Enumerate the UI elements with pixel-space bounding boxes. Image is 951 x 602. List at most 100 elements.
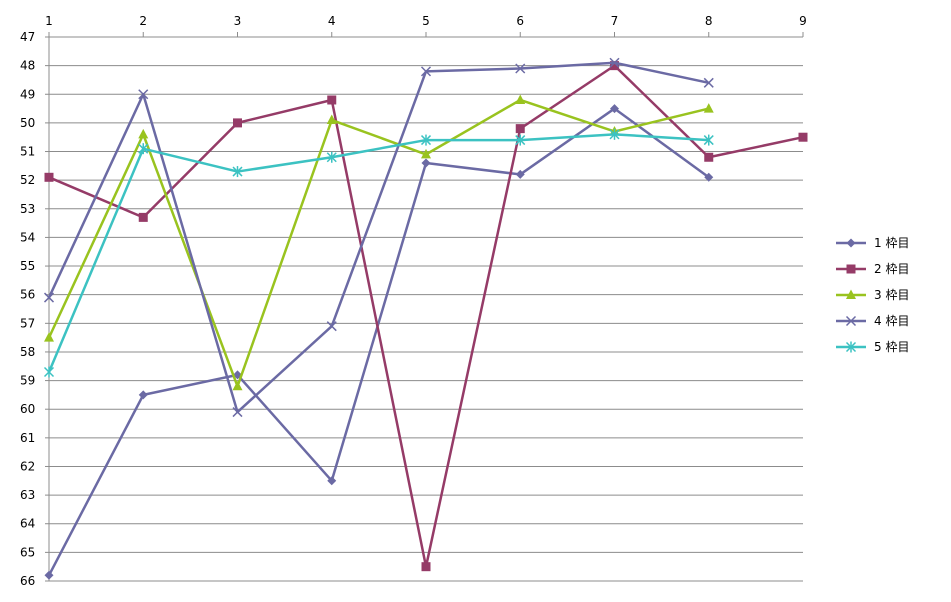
legend-marker — [846, 289, 856, 299]
legend-marker — [845, 315, 857, 327]
data-point — [44, 570, 54, 580]
data-point — [798, 132, 808, 142]
y-tick-label: 60 — [20, 402, 35, 416]
data-point — [326, 321, 337, 332]
data-point — [704, 172, 714, 182]
data-point — [703, 134, 714, 146]
data-point — [326, 151, 337, 163]
series-1 — [44, 104, 714, 580]
y-tick-label: 59 — [20, 374, 35, 388]
data-point — [515, 63, 526, 74]
marker-stroke — [232, 407, 243, 418]
legend-marker — [846, 264, 856, 274]
y-tick-label: 47 — [20, 30, 35, 44]
data-point — [232, 166, 243, 178]
data-point — [421, 148, 431, 159]
series-5 — [43, 128, 714, 378]
x-tick-label: 6 — [516, 14, 524, 28]
data-point — [609, 128, 620, 140]
data-point — [138, 212, 148, 222]
data-point — [138, 390, 148, 400]
x-tick-label: 1 — [45, 14, 53, 28]
marker-stroke — [326, 321, 337, 332]
data-point — [703, 77, 714, 88]
y-tick-label: 48 — [20, 59, 35, 73]
data-point — [420, 66, 432, 77]
y-tick-label: 62 — [20, 459, 35, 473]
series-line — [47, 133, 710, 374]
x-tick-label: 2 — [139, 14, 147, 28]
y-tick-label: 55 — [20, 259, 35, 273]
series-4 — [43, 57, 714, 418]
data-point — [609, 57, 620, 68]
legend-item-2: 2 枠目 — [836, 262, 909, 276]
data-point — [326, 114, 337, 125]
marker-stroke — [43, 292, 55, 303]
legend: 1 枠目 2 枠目 3 枠目 4 枠目 5 枠目 — [836, 236, 909, 354]
series-layer — [43, 57, 808, 580]
x-tick-label: 7 — [611, 14, 619, 28]
y-tick-label: 53 — [20, 202, 35, 216]
y-tick-label: 61 — [20, 431, 35, 445]
legend-item-4: 4 枠目 — [836, 314, 909, 328]
axis-layer: 4748495051525354555657585960616263646566… — [20, 14, 807, 588]
y-tick-label: 49 — [20, 87, 35, 101]
legend-label: 2 枠目 — [874, 262, 909, 276]
x-tick-label: 5 — [422, 14, 430, 28]
y-tick-label: 52 — [20, 173, 35, 187]
legend-label: 1 枠目 — [874, 236, 909, 250]
marker-stroke — [420, 66, 432, 77]
data-point — [421, 158, 431, 168]
legend-marker — [845, 341, 857, 353]
y-tick-label: 56 — [20, 288, 35, 302]
data-point — [515, 94, 526, 104]
data-point — [232, 380, 243, 391]
data-point — [138, 143, 149, 155]
marker-stroke — [609, 57, 620, 68]
legend-label: 4 枠目 — [874, 314, 909, 328]
series-line — [47, 98, 710, 388]
legend-label: 5 枠目 — [874, 340, 909, 354]
y-tick-label: 65 — [20, 545, 35, 559]
marker-stroke — [845, 315, 857, 327]
data-point — [515, 169, 525, 179]
data-point — [138, 89, 149, 100]
series-2 — [44, 61, 808, 572]
data-point — [43, 292, 55, 303]
y-tick-label: 66 — [20, 574, 35, 588]
marker-stroke — [515, 63, 526, 74]
data-point — [515, 124, 525, 134]
data-point — [327, 95, 337, 105]
y-tick-label: 57 — [20, 316, 35, 330]
y-tick-label: 51 — [20, 145, 35, 159]
series-line — [47, 107, 710, 577]
y-tick-label: 50 — [20, 116, 35, 130]
x-tick-label: 9 — [799, 14, 807, 28]
x-tick-label: 3 — [234, 14, 242, 28]
data-point — [44, 332, 54, 342]
grid-layer — [49, 36, 803, 582]
series-3 — [44, 94, 714, 391]
data-point — [703, 103, 714, 113]
data-point — [421, 562, 431, 572]
data-point — [233, 118, 242, 128]
y-tick-label: 58 — [20, 345, 35, 359]
legend-item-3: 3 枠目 — [836, 288, 909, 302]
legend-label: 3 枠目 — [874, 288, 909, 302]
data-point — [138, 128, 149, 139]
data-point — [420, 134, 432, 146]
data-point — [327, 476, 337, 486]
data-point — [515, 134, 526, 146]
series-line — [47, 61, 710, 414]
data-point — [610, 61, 619, 71]
data-point — [610, 104, 619, 114]
marker-stroke — [138, 89, 149, 100]
data-point — [43, 366, 55, 378]
legend-item-1: 1 枠目 — [836, 236, 909, 250]
legend-marker — [846, 238, 856, 248]
data-point — [232, 407, 243, 418]
y-tick-label: 54 — [20, 230, 35, 244]
x-tick-label: 8 — [705, 14, 713, 28]
